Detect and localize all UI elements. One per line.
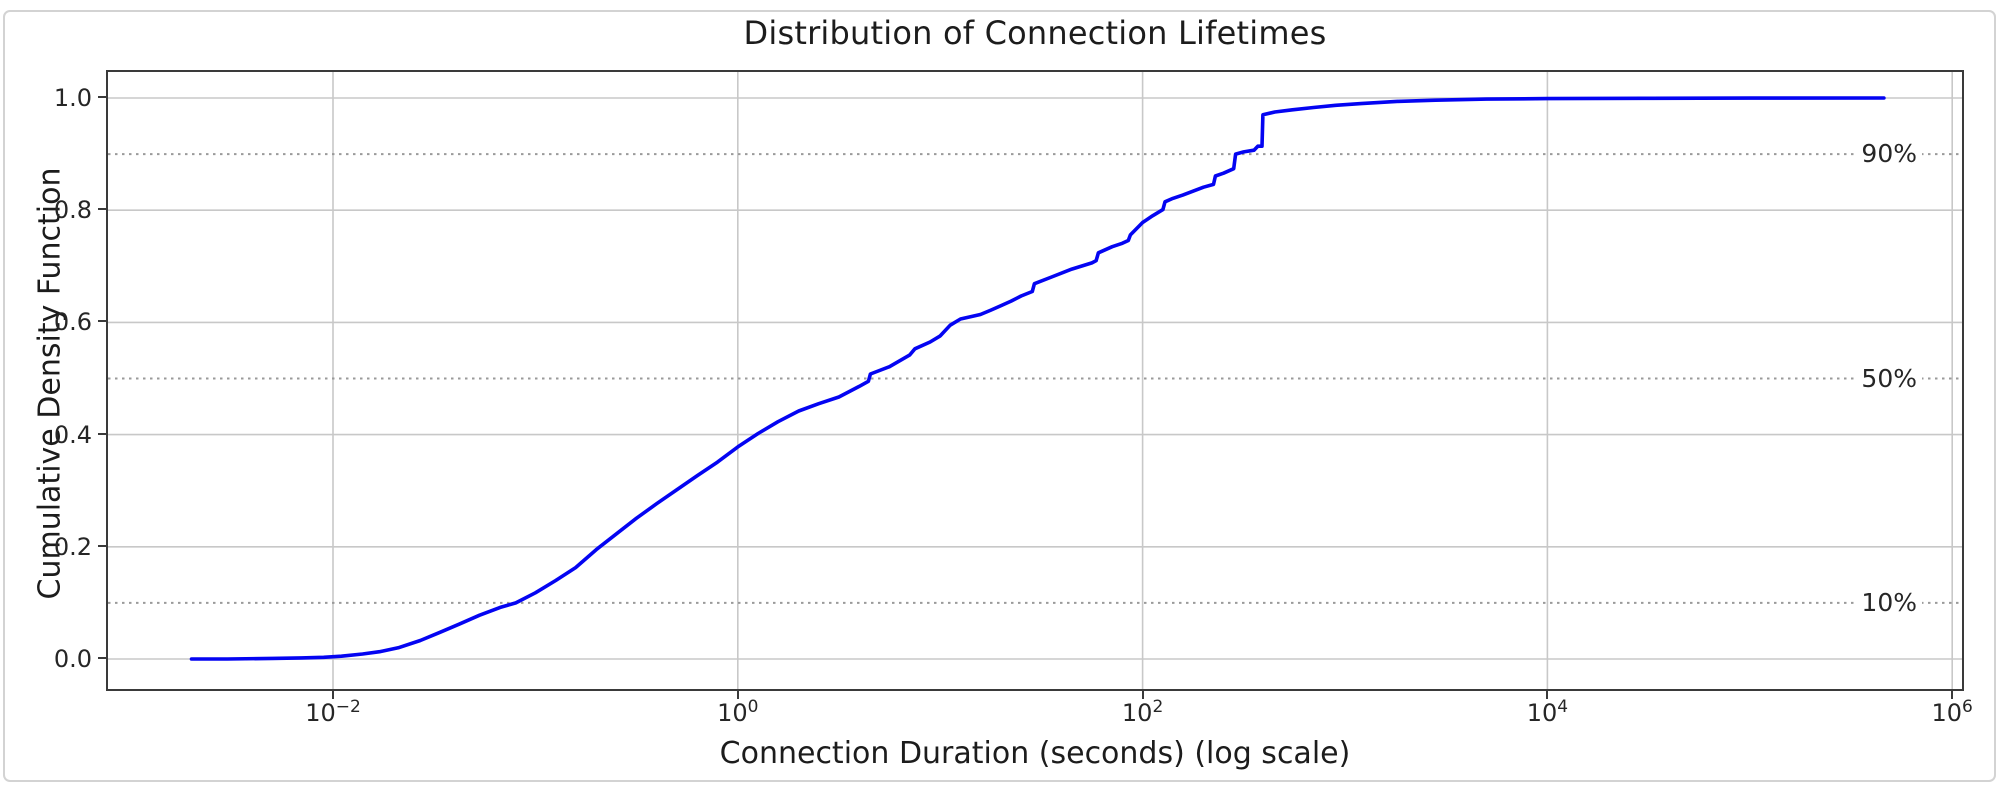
x-tick-exponent: 4 bbox=[1557, 697, 1569, 717]
x-tick-mark bbox=[1951, 691, 1954, 699]
y-tick-mark bbox=[98, 96, 106, 98]
y-tick-mark bbox=[98, 432, 106, 435]
x-tick-mark bbox=[332, 691, 334, 699]
percentile-label-10: 10% bbox=[1856, 588, 1922, 616]
plot-area: 90% 50% 10% bbox=[106, 70, 1964, 691]
y-tick-label: 0.4 bbox=[53, 420, 92, 449]
x-axis-label: Connection Duration (seconds) (log scale… bbox=[719, 736, 1351, 771]
y-tick-label: 0.0 bbox=[53, 645, 92, 673]
y-tick-label: 1.0 bbox=[53, 84, 92, 112]
x-tick-exponent: −2 bbox=[335, 697, 361, 717]
x-tick-label: 106 bbox=[1892, 697, 1999, 727]
percentile-label-50: 50% bbox=[1856, 364, 1922, 392]
x-tick-label: 102 bbox=[1083, 697, 1203, 727]
y-tick-mark bbox=[98, 657, 106, 659]
x-tick-exponent: 2 bbox=[1152, 697, 1164, 717]
x-tick-mark bbox=[1546, 691, 1549, 699]
percentile-label-90: 90% bbox=[1856, 140, 1922, 168]
y-tick-label: 0.6 bbox=[53, 308, 92, 337]
x-tick-mark bbox=[1141, 691, 1144, 699]
x-tick-exponent: 0 bbox=[747, 697, 759, 717]
y-tick-label: 0.2 bbox=[53, 532, 92, 561]
x-tick-mantissa: 10 bbox=[717, 699, 748, 727]
x-tick-label: 10−2 bbox=[273, 697, 393, 727]
y-tick-mark bbox=[98, 320, 106, 323]
x-tick-mantissa: 10 bbox=[305, 699, 336, 727]
x-tick-exponent: 6 bbox=[1962, 697, 1973, 717]
cdf-curve bbox=[189, 96, 1886, 661]
y-tick-mark bbox=[98, 544, 106, 547]
x-tick-label: 104 bbox=[1487, 697, 1607, 727]
chart-title: Distribution of Connection Lifetimes bbox=[743, 14, 1327, 52]
x-tick-mark bbox=[736, 691, 739, 699]
x-tick-mantissa: 10 bbox=[1931, 699, 1963, 727]
y-tick-mark bbox=[98, 208, 106, 211]
cdf-chart-svg bbox=[108, 72, 1962, 689]
x-tick-label: 100 bbox=[678, 697, 798, 727]
y-tick-label: 0.8 bbox=[53, 196, 92, 225]
x-tick-mantissa: 10 bbox=[1526, 699, 1558, 727]
x-tick-mantissa: 10 bbox=[1121, 699, 1153, 727]
